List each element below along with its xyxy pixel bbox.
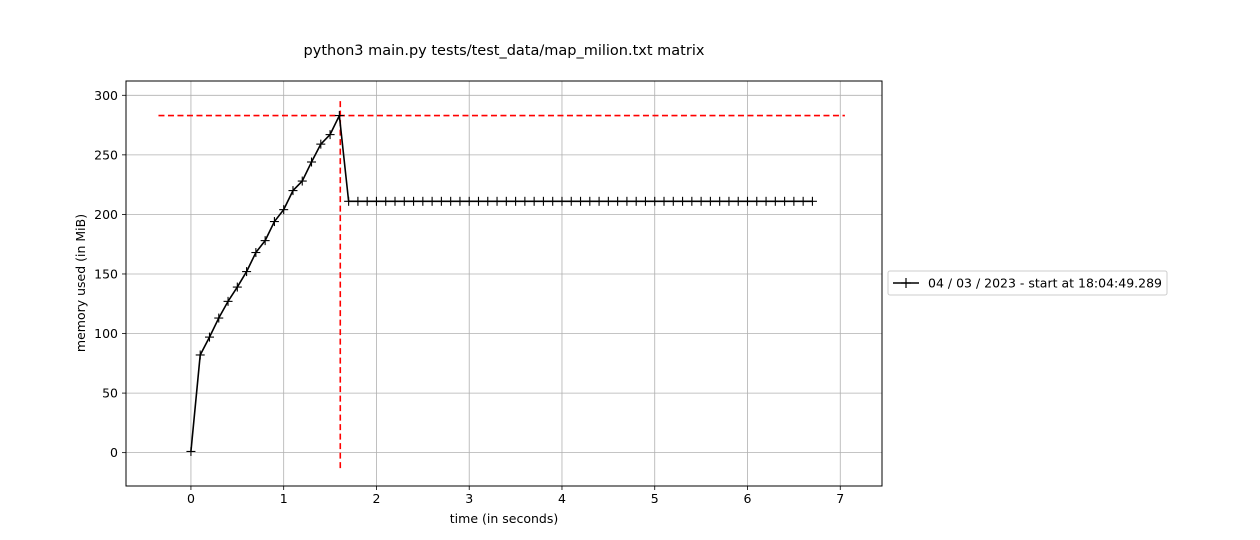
y-tick-label: 50 (102, 386, 118, 401)
data-point (399, 196, 409, 206)
data-point (752, 196, 762, 206)
data-point (473, 196, 483, 206)
data-point (492, 196, 502, 206)
y-axis-label: memory used (in MiB) (73, 214, 88, 352)
data-point (576, 196, 586, 206)
data-point (585, 196, 595, 206)
data-point (594, 196, 604, 206)
x-axis-label: time (in seconds) (450, 511, 558, 526)
data-point (770, 196, 780, 206)
data-point (269, 217, 279, 227)
data-point (464, 196, 474, 206)
data-point (733, 196, 743, 206)
data-point (307, 157, 317, 167)
y-axis-ticks: 0 50 100 150 200 250 300 (94, 88, 126, 460)
data-point (288, 186, 298, 196)
legend: 04 / 03 / 2023 - start at 18:04:49.289 (887, 270, 1168, 296)
data-point (557, 196, 567, 206)
data-point (529, 196, 539, 206)
data-point (353, 196, 363, 206)
data-point (603, 196, 613, 206)
data-point (371, 196, 381, 206)
data-point (613, 196, 623, 206)
data-point (344, 196, 354, 206)
data-point (381, 196, 391, 206)
data-point (418, 196, 428, 206)
data-point (195, 350, 205, 360)
data-point (705, 196, 715, 206)
grid-lines (126, 81, 882, 486)
data-point (640, 196, 650, 206)
data-point (297, 176, 307, 186)
data-point (409, 196, 419, 206)
data-point (251, 248, 261, 258)
data-point (483, 196, 493, 206)
data-point (668, 196, 678, 206)
data-point (446, 196, 456, 206)
data-point (538, 196, 548, 206)
legend-box (887, 270, 1168, 296)
reference-lines (158, 98, 845, 469)
data-point (362, 196, 372, 206)
data-point (260, 236, 270, 246)
data-point (204, 332, 214, 342)
y-tick-label: 250 (94, 147, 118, 162)
x-tick-label: 6 (744, 491, 752, 506)
data-point (807, 196, 817, 206)
legend-label: 04 / 03 / 2023 - start at 18:04:49.289 (928, 276, 1162, 291)
data-point (687, 196, 697, 206)
x-tick-label: 5 (651, 491, 659, 506)
data-point (501, 196, 511, 206)
data-point (548, 196, 558, 206)
y-tick-label: 200 (94, 207, 118, 222)
data-point (232, 282, 242, 292)
x-tick-label: 0 (187, 491, 195, 506)
data-point (511, 196, 521, 206)
data-point (798, 196, 808, 206)
data-point (316, 139, 326, 149)
data-point (761, 196, 771, 206)
data-point (780, 196, 790, 206)
data-point (678, 196, 688, 206)
legend-marker (901, 278, 911, 288)
data-point (390, 196, 400, 206)
data-point (715, 196, 725, 206)
data-point (789, 196, 799, 206)
data-point (214, 313, 224, 323)
y-tick-label: 150 (94, 266, 118, 281)
data-point (696, 196, 706, 206)
y-tick-label: 300 (94, 88, 118, 103)
data-point (427, 196, 437, 206)
data-point (436, 196, 446, 206)
data-point (186, 446, 196, 456)
data-point (622, 196, 632, 206)
data-point (223, 296, 233, 306)
data-point (742, 196, 752, 206)
y-tick-label: 0 (110, 445, 118, 460)
x-axis-ticks: 0 1 2 3 4 5 6 7 (187, 486, 844, 506)
data-point (631, 196, 641, 206)
x-tick-label: 7 (836, 491, 844, 506)
y-tick-label: 100 (94, 326, 118, 341)
chart-title: python3 main.py tests/test_data/map_mili… (304, 43, 705, 59)
data-point (334, 111, 344, 121)
x-tick-label: 3 (465, 491, 473, 506)
x-tick-label: 1 (280, 491, 288, 506)
data-point (325, 130, 335, 140)
data-point (242, 267, 252, 277)
axes-frame (125, 80, 883, 487)
data-point (279, 205, 289, 215)
series-layer (186, 111, 817, 456)
data-point (659, 196, 669, 206)
x-tick-label: 2 (372, 491, 380, 506)
data-point (520, 196, 530, 206)
data-point (455, 196, 465, 206)
data-point (566, 196, 576, 206)
data-point (724, 196, 734, 206)
data-point (650, 196, 660, 206)
x-tick-label: 4 (558, 491, 566, 506)
